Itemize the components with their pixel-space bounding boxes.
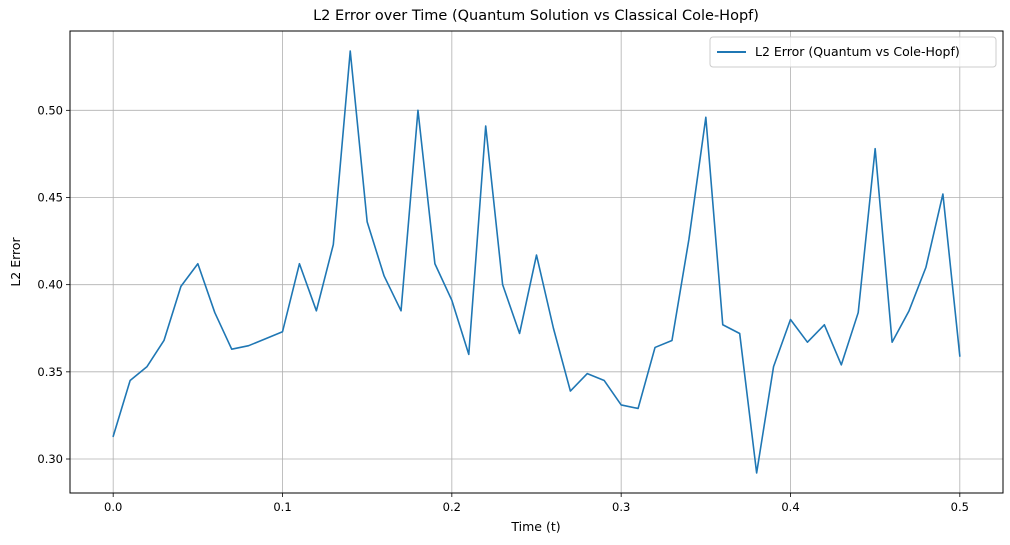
data-point: [722, 324, 724, 326]
x-tick-label: 0.4: [781, 500, 799, 514]
y-tick-label: 0.30: [37, 452, 63, 466]
data-point: [857, 312, 859, 314]
x-axis-ticks: 0.0 0.1 0.2 0.3 0.4 0.5: [104, 493, 969, 514]
legend-label: L2 Error (Quantum vs Cole-Hopf): [755, 44, 960, 59]
data-point: [773, 366, 775, 368]
data-point: [519, 333, 521, 335]
y-tick-label: 0.40: [37, 278, 63, 292]
x-tick-label: 0.2: [443, 500, 461, 514]
data-point: [214, 312, 216, 314]
data-point: [587, 373, 589, 375]
data-point: [468, 354, 470, 356]
y-tick-label: 0.50: [37, 103, 63, 117]
data-point: [654, 347, 656, 349]
data-point: [197, 263, 199, 265]
data-point: [299, 263, 301, 265]
data-point: [417, 110, 419, 112]
data-point: [705, 117, 707, 119]
x-tick-label: 0.3: [612, 500, 630, 514]
data-point: [180, 286, 182, 288]
x-tick-label: 0.0: [104, 500, 122, 514]
data-point: [824, 324, 826, 326]
x-tick-label: 0.1: [273, 500, 291, 514]
data-point: [129, 380, 131, 382]
y-axis-ticks: 0.30 0.35 0.40 0.45 0.50: [37, 103, 70, 466]
data-point: [637, 408, 639, 410]
data-point: [349, 50, 351, 52]
data-point: [891, 341, 893, 343]
legend-box: [709, 36, 997, 68]
data-point: [231, 348, 233, 350]
y-axis-title: L2 Error: [8, 236, 23, 286]
data-point: [485, 125, 487, 127]
data-point: [739, 333, 741, 335]
data-point: [790, 319, 792, 321]
data-point: [112, 436, 114, 438]
x-tick-label: 0.5: [951, 500, 969, 514]
data-point: [925, 266, 927, 268]
data-point: [265, 338, 267, 340]
data-point: [671, 340, 673, 342]
x-axis-title: Time (t): [510, 519, 560, 534]
data-point: [146, 366, 148, 368]
data-point: [603, 380, 605, 382]
y-tick-label: 0.35: [37, 365, 63, 379]
grid-lines: [70, 31, 1003, 493]
data-point: [620, 404, 622, 406]
data-point: [756, 472, 758, 474]
data-point: [383, 275, 385, 277]
data-point: [553, 327, 555, 329]
y-tick-label: 0.45: [37, 190, 63, 204]
data-point: [502, 284, 504, 286]
data-point: [316, 310, 318, 312]
data-point: [282, 331, 284, 333]
plot-frame: [69, 30, 1004, 494]
data-point: [874, 148, 876, 150]
chart-title: L2 Error over Time (Quantum Solution vs …: [313, 8, 759, 24]
data-point: [366, 221, 368, 223]
data-point: [536, 254, 538, 256]
data-point: [163, 340, 165, 342]
data-point: [908, 310, 910, 312]
data-point: [688, 239, 690, 241]
data-point: [942, 193, 944, 195]
data-point: [451, 300, 453, 302]
data-point: [400, 310, 402, 312]
data-point: [840, 364, 842, 366]
data-point: [333, 244, 335, 246]
series-layer: [112, 50, 961, 474]
data-point: [570, 390, 572, 392]
data-point: [434, 263, 436, 265]
data-point: [807, 341, 809, 343]
series-line: [112, 50, 961, 474]
data-point: [248, 345, 250, 347]
legend: L2 Error (Quantum vs Cole-Hopf): [709, 36, 997, 68]
data-point: [959, 355, 961, 357]
